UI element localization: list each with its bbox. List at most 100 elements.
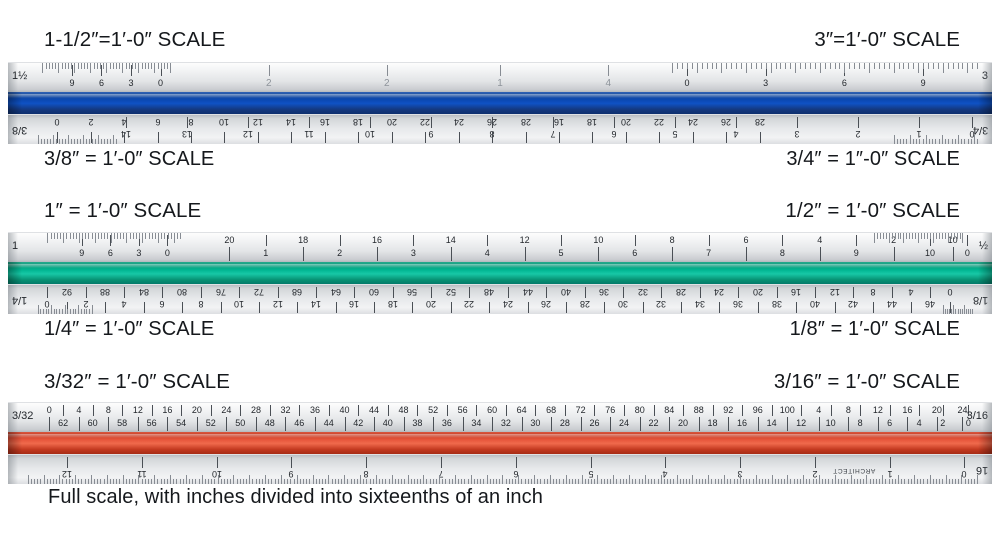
tick-mark <box>179 479 181 484</box>
tick-mark <box>782 235 784 246</box>
tick-mark <box>728 417 730 431</box>
tick-mark <box>164 233 166 239</box>
scale-number: 2 <box>83 299 89 309</box>
tick-mark <box>524 247 526 261</box>
scale-number: 0 <box>947 287 953 297</box>
scale-number: 3 <box>763 78 769 88</box>
scale-number: 52 <box>445 287 456 297</box>
tick-mark <box>182 479 184 484</box>
scale-number: 80 <box>634 405 645 415</box>
tick-mark <box>122 405 124 416</box>
tick-mark <box>818 475 820 484</box>
tick-mark <box>366 479 368 484</box>
tick-mark <box>27 475 29 484</box>
tick-mark <box>45 309 47 314</box>
tick-mark <box>803 475 805 484</box>
scale-number: 46 <box>294 418 305 428</box>
tick-mark <box>56 309 58 314</box>
scale-number: 3 <box>410 248 416 258</box>
scale-number: 42 <box>353 418 364 428</box>
tick-mark <box>695 479 697 484</box>
tick-mark <box>366 457 368 468</box>
tick-mark <box>906 233 908 239</box>
tick-mark <box>964 479 966 484</box>
scale-number: 20 <box>678 418 689 428</box>
tick-mark <box>433 417 435 431</box>
tick-mark <box>581 475 583 484</box>
tick-mark <box>49 479 51 484</box>
band-sheen <box>8 434 992 438</box>
tick-mark <box>866 475 868 484</box>
tick-mark <box>891 287 893 298</box>
tick-mark <box>255 417 257 431</box>
scale-number: 0 <box>54 117 60 127</box>
tick-mark <box>677 63 679 69</box>
tick-mark <box>315 479 317 484</box>
tick-mark <box>945 139 947 144</box>
tick-mark <box>173 479 175 484</box>
tick-mark <box>882 233 884 239</box>
scale-number: 0 <box>44 299 50 309</box>
tick-mark <box>831 479 833 484</box>
tick-mark <box>949 309 951 314</box>
tick-mark <box>961 475 963 484</box>
tick-mark <box>797 117 799 128</box>
tick-mark <box>714 479 716 484</box>
tick-mark <box>128 63 130 69</box>
tick-mark <box>448 479 450 484</box>
tick-mark <box>67 309 69 314</box>
tick-mark <box>834 475 836 484</box>
scale-number: 22 <box>648 418 659 428</box>
tick-mark <box>350 479 352 484</box>
tick-mark <box>530 479 532 484</box>
tick-mark <box>500 65 501 76</box>
tick-mark <box>59 475 61 484</box>
scale-number: 56 <box>407 287 418 297</box>
tick-mark <box>712 405 714 416</box>
tick-mark <box>800 63 802 69</box>
tick-mark <box>144 63 146 69</box>
tick-mark <box>315 417 316 431</box>
band-endcap-right <box>978 92 992 114</box>
scale-number: 11 <box>304 129 314 139</box>
tick-mark <box>73 139 75 144</box>
tick-mark <box>814 457 816 468</box>
tick-mark <box>682 479 684 484</box>
tick-mark <box>864 63 866 69</box>
tick-mark <box>860 405 862 416</box>
scale-number: 24 <box>687 117 698 127</box>
ruler-red[interactable]: 0 4 8 12 16 20 24 28 32 36 40 44 48 52 56 60 64 68 72 76 80 8… <box>8 402 992 484</box>
tick-mark <box>122 475 124 484</box>
tick-mark <box>661 287 663 298</box>
caption-scale-3-4: 3/4″ = 1″-0″ SCALE <box>786 148 960 170</box>
tick-mark <box>442 479 444 484</box>
tick-mark <box>759 132 761 143</box>
tick-mark <box>358 405 360 416</box>
scale-number: 28 <box>579 299 590 309</box>
tick-mark <box>736 117 738 128</box>
tick-mark <box>369 479 371 484</box>
scale-number: 12 <box>62 469 73 479</box>
scale-number: 2 <box>855 129 861 139</box>
tick-mark <box>967 479 969 484</box>
tick-mark <box>410 479 412 484</box>
scale-number: 22 <box>654 117 665 127</box>
scale-number: 42 <box>848 299 859 309</box>
tick-mark <box>407 475 409 484</box>
tick-mark <box>896 139 898 144</box>
scale-number: 60 <box>487 405 498 415</box>
tick-mark <box>726 63 728 69</box>
tick-mark <box>822 479 824 484</box>
scale-number: 44 <box>369 405 380 415</box>
tick-mark <box>692 475 694 484</box>
scale-number: 9 <box>69 78 75 88</box>
tick-mark <box>81 479 83 484</box>
tick-mark <box>80 309 82 314</box>
tick-mark <box>958 479 960 484</box>
tick-mark <box>932 139 934 144</box>
tick-mark <box>76 139 78 144</box>
tick-mark <box>68 479 70 484</box>
tick-mark <box>220 479 222 484</box>
